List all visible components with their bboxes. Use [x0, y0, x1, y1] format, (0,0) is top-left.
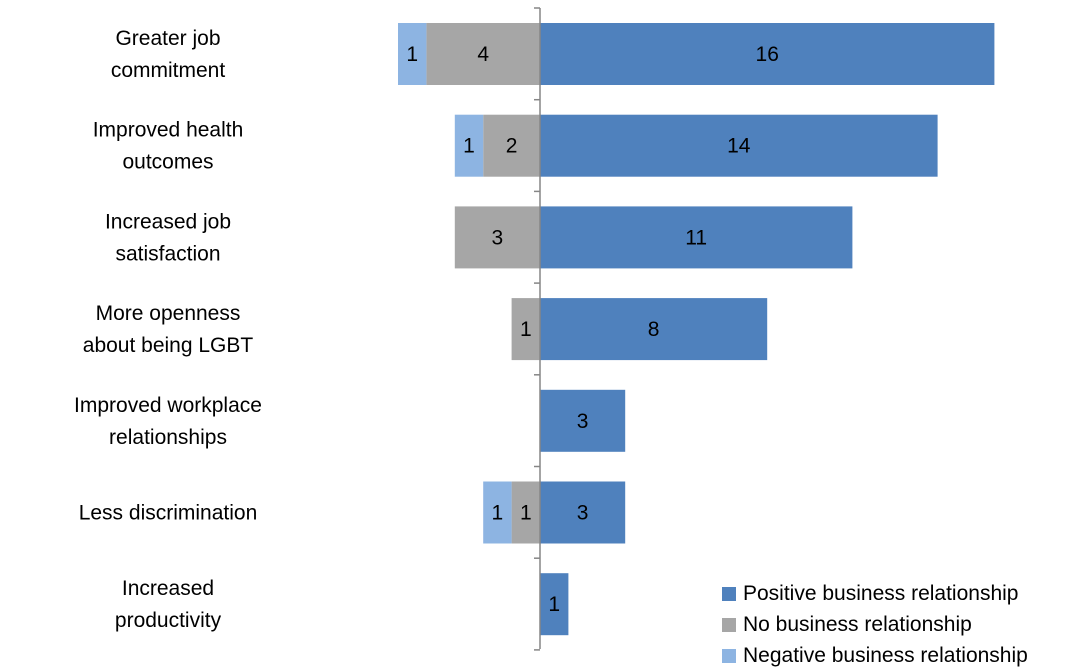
bar-label-s2-c5: 1: [492, 502, 504, 525]
legend-swatch-2: [722, 649, 736, 663]
bar-s1-c1: [483, 114, 540, 177]
bar-label-s1-c3: 1: [520, 318, 532, 341]
legend-label-2: Negative business relationship: [743, 644, 1028, 667]
category-label-3: More openness about being LGBT: [83, 302, 254, 357]
bar-label-s1-c0: 4: [477, 43, 489, 66]
bar-label-s0-c4: 3: [577, 410, 589, 433]
category-label-2: Increased job satisfaction: [105, 210, 231, 265]
bar-label-s0-c3: 8: [648, 318, 660, 341]
category-label-1: Improved health outcomes: [93, 119, 244, 174]
category-label-4: Improved workplace relationships: [74, 394, 262, 449]
category-axis: [534, 7, 541, 651]
bar-s0-c1: [540, 114, 938, 177]
bar-s0-c5: [540, 481, 626, 544]
bar-s0-c6: [540, 573, 569, 636]
bar-s1-c5: [511, 481, 540, 544]
bar-s1-c2: [454, 206, 540, 269]
bar-s2-c5: [483, 481, 512, 544]
bar-s1-c0: [426, 23, 540, 85]
legend-swatch-0: [722, 587, 736, 601]
bar-label-s0-c1: 14: [727, 135, 751, 158]
bar-label-s0-c2: 11: [685, 226, 707, 249]
bar-s1-c3: [511, 298, 540, 361]
category-label-5: Less discrimination: [79, 502, 258, 525]
bar-label-s0-c6: 1: [548, 593, 560, 616]
bar-s0-c4: [540, 389, 626, 452]
bar-s2-c0: [398, 23, 427, 85]
bar-label-s1-c1: 2: [506, 135, 518, 158]
bar-label-s1-c5: 1: [520, 502, 532, 525]
bar-label-s0-c0: 16: [756, 43, 779, 66]
bar-label-s2-c0: 1: [406, 43, 418, 66]
bar-label-s2-c1: 1: [463, 135, 475, 158]
category-label-0: Greater job commitment: [111, 27, 226, 82]
bar-label-s1-c2: 3: [492, 226, 504, 249]
category-label-6: Increased productivity: [115, 577, 222, 632]
bar-s2-c1: [454, 114, 484, 177]
bars: [398, 23, 995, 636]
bar-s0-c0: [540, 23, 995, 85]
bar-s0-c2: [540, 206, 853, 269]
bar-label-s0-c5: 3: [577, 502, 589, 525]
legend-swatch-1: [722, 618, 736, 632]
legend: Positive business relationship No busines…: [722, 582, 1028, 667]
category-labels: Greater job commitment Improved health outc…: [74, 27, 262, 632]
bar-s0-c3: [540, 298, 768, 361]
legend-label-0: Positive business relationship: [743, 582, 1018, 605]
legend-label-1: No business relationship: [743, 613, 972, 636]
